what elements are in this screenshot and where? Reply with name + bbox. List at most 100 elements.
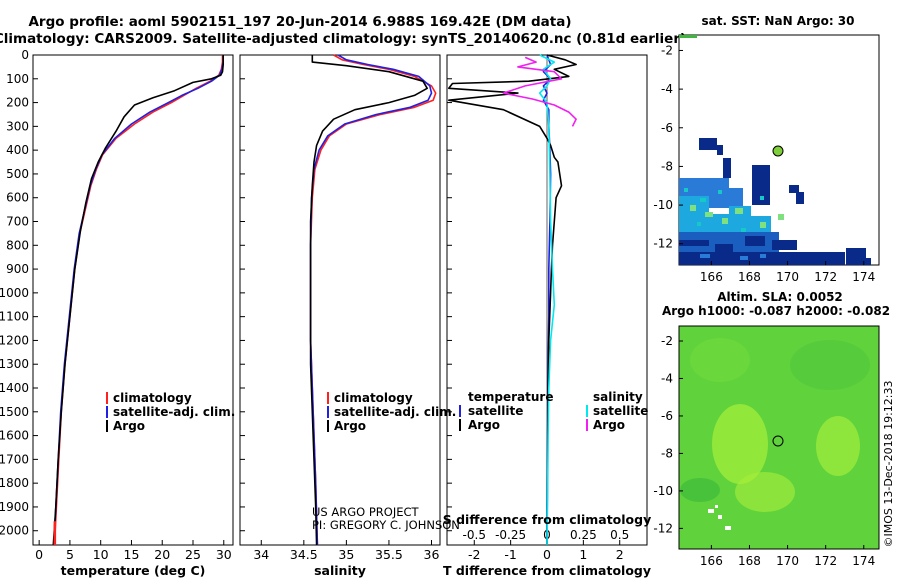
- map-x-tick-label: 172: [814, 270, 837, 284]
- sla-map-title-2: Argo h1000: -0.087 h2000: -0.082: [662, 304, 890, 318]
- sst-pixels: [679, 35, 871, 265]
- depth-tick-label: 300: [6, 119, 29, 133]
- legend-sat-label: satellite-adj. clim.: [113, 405, 235, 419]
- series-line-argo: [309, 55, 429, 546]
- x-tick-label: 5: [66, 547, 74, 562]
- title-line-2: Climatology: CARS2009. Satellite-adjuste…: [0, 31, 686, 47]
- credits-line-1: US ARGO PROJECT: [312, 505, 420, 519]
- salinity-x-ticks: 34 34.5 35 35.5 36: [253, 540, 439, 562]
- depth-tick-label: 1300: [0, 357, 29, 371]
- map-y-tick-label: -10: [653, 484, 673, 498]
- map-x-tick-label: 170: [776, 270, 799, 284]
- map-x-tick-label: 166: [700, 270, 723, 284]
- map-x-tick-label: 168: [738, 270, 761, 284]
- depth-tick-label: 0: [21, 48, 29, 62]
- map-y-tick-label: -10: [653, 198, 673, 212]
- watermark: ©IMOS 13-Dec-2018 19:12:33: [882, 381, 895, 548]
- legend-clim-label: climatology: [334, 391, 413, 405]
- depth-tick-label: 1000: [0, 286, 29, 300]
- temperature-frame: [32, 54, 234, 546]
- depth-tick-label: 2000: [0, 524, 29, 538]
- t-difference-label: T difference from climatology: [443, 563, 651, 578]
- depth-tick-label: 100: [6, 72, 29, 86]
- map-x-tick-label: 168: [738, 554, 761, 568]
- temperature-legend: climatology satellite-adj. clim. Argo: [106, 391, 235, 433]
- salinity-legend: climatology satellite-adj. clim. Argo: [327, 391, 456, 433]
- series-line-s-argo: [502, 56, 577, 127]
- x-tick-label: 30: [216, 547, 232, 562]
- legend-clim-label: climatology: [113, 391, 192, 405]
- depth-tick-label: 1800: [0, 476, 29, 490]
- x-tick-label: 34: [253, 547, 269, 562]
- depth-tick-label: 500: [6, 167, 29, 181]
- depth-tick-label: 800: [6, 238, 29, 252]
- series-line-satellite-adj-clim-: [53, 55, 224, 546]
- salinity-panel: 34 34.5 35 35.5 36 salinity climatology sate…: [239, 54, 460, 578]
- x-tick-label: 0: [35, 547, 43, 562]
- argo-location-marker: [772, 145, 784, 157]
- map-y-tick-label: -12: [653, 521, 673, 535]
- x-tick-label: 15: [124, 547, 140, 562]
- salinity-xlabel: salinity: [314, 563, 366, 578]
- map-y-tick-label: -8: [661, 446, 673, 460]
- legend-t-sat-label: satellite: [468, 404, 523, 418]
- depth-tick-label: 400: [6, 143, 29, 157]
- salinity-frame: [239, 54, 441, 546]
- depth-tick-label: 200: [6, 96, 29, 110]
- legend-argo-label: Argo: [334, 419, 366, 433]
- map-y-tick-label: -4: [661, 371, 673, 385]
- sla-y-ticks: -2 -4 -6 -8 -10 -12: [653, 334, 683, 535]
- credits-line-2: PI: GREGORY C. JOHNSON: [312, 518, 460, 532]
- x-tick-label: 35: [338, 547, 354, 562]
- legend-s-argo-label: Argo: [593, 418, 625, 432]
- legend-argo-label: Argo: [113, 419, 145, 433]
- series-line-argo: [52, 55, 224, 546]
- sst-map-title: sat. SST: NaN Argo: 30: [701, 14, 854, 28]
- depth-tick-label: 1100: [0, 310, 29, 324]
- map-x-tick-label: 174: [852, 554, 875, 568]
- legend-temp-header: temperature: [468, 390, 553, 404]
- x-tick-label: -2: [468, 547, 480, 562]
- map-x-tick-label: 170: [776, 554, 799, 568]
- x-tick-label: 25: [185, 547, 201, 562]
- x-tick-label: 10: [93, 547, 109, 562]
- series-line-s-satellite: [538, 54, 556, 546]
- map-y-tick-label: -6: [661, 121, 673, 135]
- depth-axis: 0 100 200 300 400 500 600 700 800 900 1000 1100 1200…: [0, 48, 452, 538]
- sst-x-ticks: 166 168 170 172 174: [700, 261, 875, 284]
- x-tick-label: -1: [504, 547, 516, 562]
- depth-tick-label: 1200: [0, 333, 29, 347]
- s-tick-label: -0.25: [495, 528, 526, 542]
- depth-tick-label: 1400: [0, 381, 29, 395]
- difference-panel: -2 -1 0 1 2-0.5 -0.25 0 0.25 0.5 S difference fr…: [443, 54, 652, 578]
- s-tick-label: 0.5: [610, 528, 629, 542]
- series-line-t-argo: [447, 54, 577, 546]
- sla-map: Altim. SLA: 0.0052 Argo h1000: -0.087 h2…: [653, 290, 890, 568]
- temperature-x-ticks: 0 5 10 15 20 25 30: [35, 540, 232, 562]
- difference-lines: [447, 54, 577, 546]
- s-difference-label: S difference from climatology: [443, 512, 652, 527]
- legend-t-argo-label: Argo: [468, 418, 500, 432]
- sst-y-ticks: -2 -4 -6 -8 -10 -12: [653, 43, 683, 251]
- depth-tick-label: 1700: [0, 452, 29, 466]
- depth-tick-label: 1600: [0, 429, 29, 443]
- depth-tick-label: 900: [6, 262, 29, 276]
- temperature-lines: [52, 55, 224, 546]
- series-line-climatology: [53, 55, 224, 546]
- sst-map: sat. SST: NaN Argo: 30 -2 -4 -6 -8 -10 -12 16…: [653, 14, 880, 284]
- map-y-tick-label: -2: [661, 334, 673, 348]
- series-line-satellite-adj-clim-: [309, 54, 433, 546]
- map-y-tick-label: -12: [653, 237, 673, 251]
- sla-field: [680, 338, 870, 530]
- series-line-climatology: [309, 54, 437, 546]
- map-y-tick-label: -8: [661, 159, 673, 173]
- temperature-xlabel: temperature (deg C): [61, 563, 206, 578]
- legend-s-sat-label: satellite: [593, 404, 648, 418]
- depth-tick-label: 1500: [0, 405, 29, 419]
- difference-x-ticks: -2 -1 0 1 2-0.5 -0.25 0 0.25 0.5: [463, 528, 630, 562]
- x-tick-label: 1: [579, 547, 587, 562]
- map-x-tick-label: 174: [852, 270, 875, 284]
- map-y-tick-label: -4: [661, 82, 673, 96]
- map-y-tick-label: -2: [661, 43, 673, 57]
